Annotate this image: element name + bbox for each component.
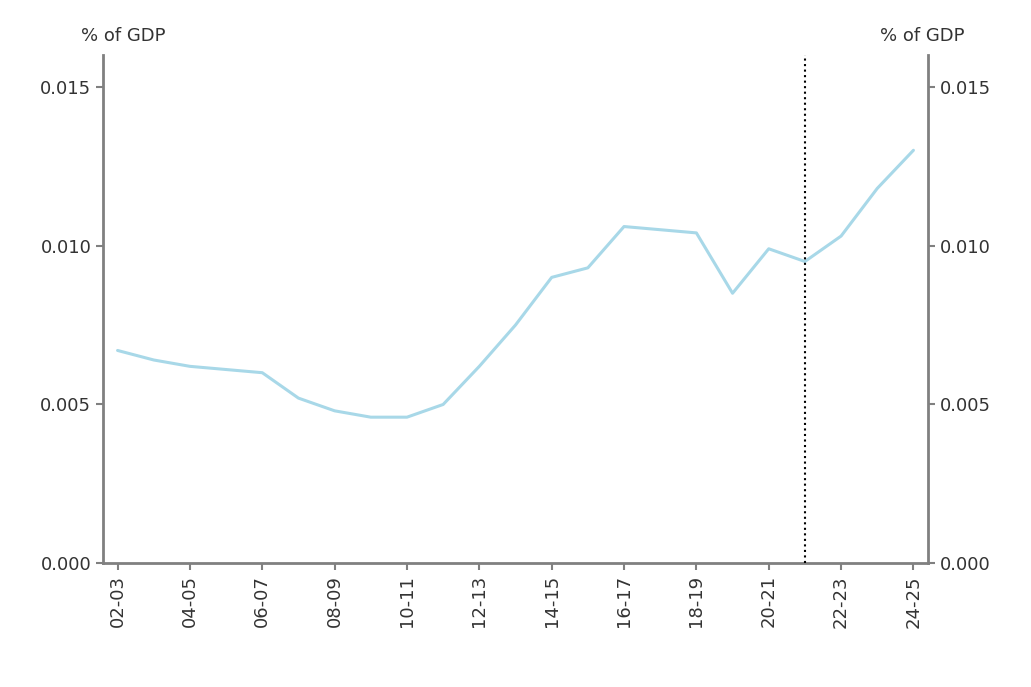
Text: % of GDP: % of GDP <box>879 27 964 45</box>
Text: % of GDP: % of GDP <box>81 27 166 45</box>
